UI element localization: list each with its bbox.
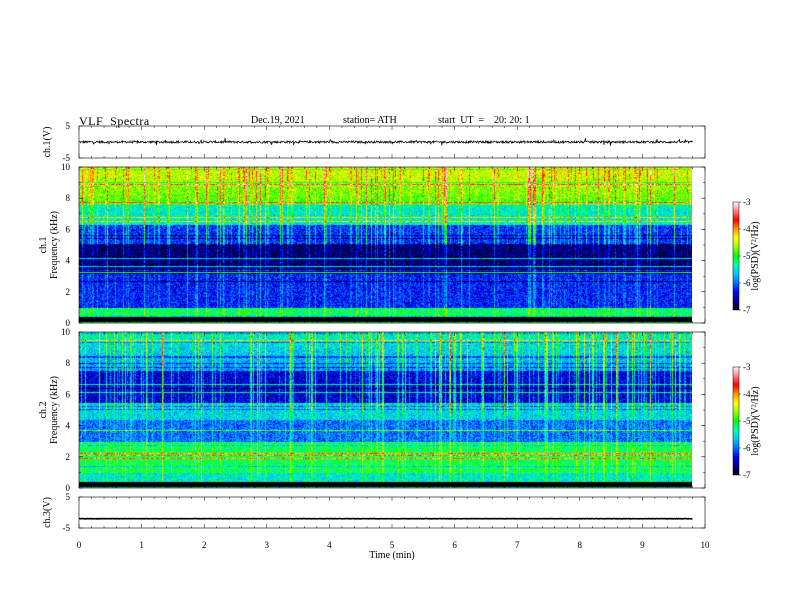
time-axis-label: Time (min): [369, 550, 414, 561]
ch1-spec-colorbar: [732, 201, 740, 311]
y-tick-label: 5: [66, 492, 71, 502]
ch2-spec-colorbar: [732, 366, 740, 476]
colorbar-label: log(PSD)(V²/Hz): [750, 221, 761, 290]
colorbar-tick-label: -4: [743, 389, 751, 399]
ch2-spec-spectrogram: [79, 332, 692, 488]
ch1-wave-trace: [78, 137, 693, 146]
colorbar-tick-label: -7: [743, 305, 751, 315]
start-time-label: start UT = 20: 20: 1: [438, 115, 530, 126]
x-tick-label: 8: [578, 540, 583, 550]
panel-channel-label: ch.1: [38, 237, 49, 254]
colorbar-tick-label: -6: [743, 443, 751, 453]
colorbar-tick-label: -7: [743, 470, 751, 480]
ch1-spec-spectrogram: [79, 167, 692, 323]
x-tick-label: 7: [515, 540, 520, 550]
ch3-wave-frame: [78, 496, 706, 529]
colorbar-tick-label: -3: [743, 197, 751, 207]
frequency-axis-label: Frequency (kHz): [49, 376, 60, 444]
x-tick-label: 10: [701, 540, 711, 550]
chart-title: VLF Spectra: [79, 114, 150, 128]
y-tick-label: 10: [61, 162, 71, 172]
y-tick-label: 8: [66, 358, 71, 368]
x-tick-label: 0: [77, 540, 82, 550]
x-tick-label: 6: [452, 540, 457, 550]
x-tick-label: 4: [327, 540, 332, 550]
colorbar-tick-label: -5: [743, 416, 751, 426]
colorbar-tick-label: -3: [743, 362, 751, 372]
y-tick-label: -5: [63, 153, 71, 163]
station-label: station= ATH: [343, 115, 397, 126]
y-tick-label: 0: [66, 483, 71, 493]
y-tick-label: 5: [66, 121, 71, 131]
y-tick-label: 6: [66, 224, 71, 234]
y-tick-label: 4: [66, 256, 71, 266]
x-tick-label: 3: [265, 540, 270, 550]
x-tick-label: 1: [139, 540, 144, 550]
frequency-axis-label: Frequency (kHz): [49, 211, 60, 279]
colorbar-tick-label: -4: [743, 224, 751, 234]
x-tick-label: 5: [390, 540, 395, 550]
y-tick-label: 2: [66, 287, 71, 297]
y-tick-label: 6: [66, 389, 71, 399]
colorbar-tick-label: -6: [743, 278, 751, 288]
y-tick-label: 4: [66, 421, 71, 431]
voltage-axis-label: ch.1(V): [42, 127, 53, 158]
y-tick-label: -5: [63, 523, 71, 533]
date-label: Dec.19, 2021: [251, 115, 305, 126]
colorbar-tick-label: -5: [743, 251, 751, 261]
y-tick-label: 2: [66, 452, 71, 462]
x-tick-label: 2: [202, 540, 207, 550]
x-tick-label: 9: [640, 540, 645, 550]
y-tick-label: 0: [66, 318, 71, 328]
voltage-axis-label: ch.3(V): [42, 497, 53, 528]
colorbar-label: log(PSD)(V²/Hz): [750, 386, 761, 455]
y-tick-label: 8: [66, 193, 71, 203]
y-tick-label: 10: [61, 327, 71, 337]
panel-channel-label: ch.2: [38, 402, 49, 419]
